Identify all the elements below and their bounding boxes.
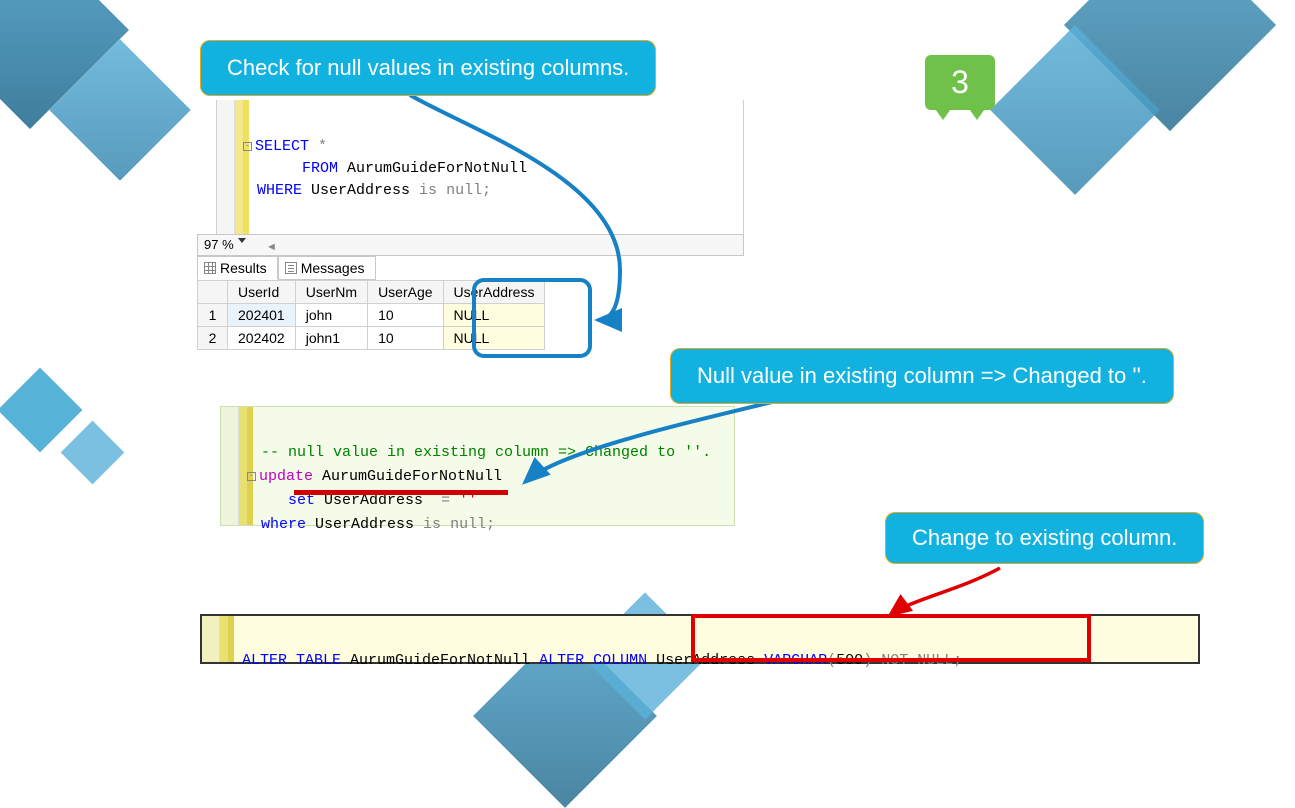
cell[interactable]: 10 xyxy=(368,304,443,327)
zoom-dropdown-icon[interactable] xyxy=(238,238,246,243)
red-underline xyxy=(294,490,508,495)
cell[interactable]: john1 xyxy=(295,327,367,350)
row-number: 2 xyxy=(198,327,228,350)
callout-change-existing: Change to existing column. xyxy=(885,512,1204,564)
editor-change-bar xyxy=(235,100,243,234)
table-row[interactable]: 2 202402 john1 10 NULL xyxy=(198,327,545,350)
bg-diamond xyxy=(0,368,82,453)
table-row[interactable]: 1 202401 john 10 NULL xyxy=(198,304,545,327)
cell[interactable]: 10 xyxy=(368,327,443,350)
sql-editor-select[interactable]: -SELECT * FROM AurumGuideForNotNull WHER… xyxy=(216,100,744,235)
cell-null[interactable]: NULL xyxy=(443,327,545,350)
code-text: ALTER TABLE AurumGuideForNotNull ALTER C… xyxy=(242,628,962,694)
fold-icon[interactable]: - xyxy=(243,142,252,151)
editor-gutter xyxy=(202,616,220,662)
step-badge: 3 xyxy=(925,55,995,110)
col-header[interactable]: UserId xyxy=(228,281,296,304)
tab-results[interactable]: Results xyxy=(197,256,278,280)
zoom-value[interactable]: 97 % xyxy=(198,235,240,254)
editor-change-bar xyxy=(243,100,249,234)
cell[interactable]: 202401 xyxy=(228,304,296,327)
editor-gutter xyxy=(217,100,235,234)
cell[interactable]: john xyxy=(295,304,367,327)
cell[interactable]: 202402 xyxy=(228,327,296,350)
sql-editor-update[interactable]: -- null value in existing column => Chan… xyxy=(220,406,735,526)
results-grid[interactable]: UserId UserNm UserAge UserAddress 1 2024… xyxy=(197,280,545,350)
editor-change-bar xyxy=(239,407,247,525)
result-tabs: Results Messages xyxy=(197,256,376,280)
cell-null[interactable]: NULL xyxy=(443,304,545,327)
editor-change-bar xyxy=(220,616,228,662)
sql-editor-alter[interactable]: ALTER TABLE AurumGuideForNotNull ALTER C… xyxy=(200,614,1200,664)
editor-gutter xyxy=(221,407,239,525)
callout-check-null: Check for null values in existing column… xyxy=(200,40,656,96)
editor-change-bar xyxy=(228,616,234,662)
tab-messages[interactable]: Messages xyxy=(278,256,376,280)
grid-header-row: UserId UserNm UserAge UserAddress xyxy=(198,281,545,304)
grid-corner xyxy=(198,281,228,304)
tab-label: Results xyxy=(220,260,267,276)
zoom-toolbar: 97 % ◄ xyxy=(197,234,744,256)
tab-label: Messages xyxy=(301,260,365,276)
code-text: -- null value in existing column => Chan… xyxy=(261,417,711,561)
col-header[interactable]: UserAge xyxy=(368,281,443,304)
row-number: 1 xyxy=(198,304,228,327)
scroll-left-icon[interactable]: ◄ xyxy=(260,239,283,255)
callout-changed-to: Null value in existing column => Changed… xyxy=(670,348,1174,404)
fold-icon[interactable]: - xyxy=(247,472,256,481)
col-header[interactable]: UserNm xyxy=(295,281,367,304)
messages-icon xyxy=(285,262,297,274)
grid-icon xyxy=(204,262,216,274)
editor-change-bar xyxy=(247,407,253,525)
bg-diamond xyxy=(61,421,125,485)
col-header[interactable]: UserAddress xyxy=(443,281,545,304)
code-text: -SELECT * FROM AurumGuideForNotNull WHER… xyxy=(257,114,527,224)
